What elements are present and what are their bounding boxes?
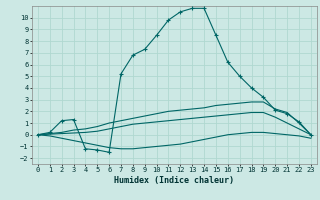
X-axis label: Humidex (Indice chaleur): Humidex (Indice chaleur) [115, 176, 234, 185]
